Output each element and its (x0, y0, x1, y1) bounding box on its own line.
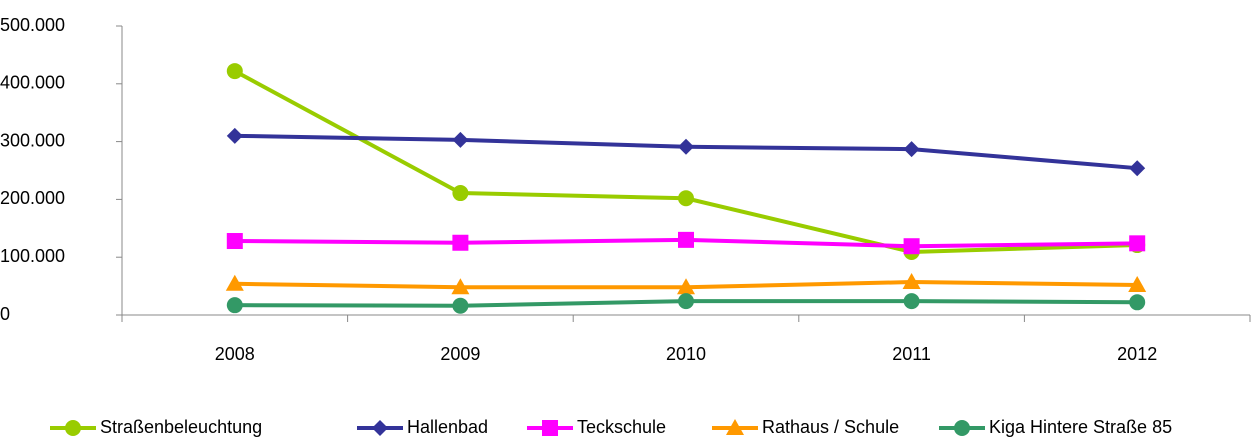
x-tick-label: 2011 (892, 344, 931, 364)
marker (903, 238, 920, 255)
marker (678, 293, 694, 310)
y-tick-label: 300.000 (0, 130, 65, 150)
marker (225, 274, 244, 291)
x-tick-label: 2012 (1117, 344, 1157, 364)
legend-label: Kiga Hintere Straße 85 (989, 417, 1172, 437)
marker (1129, 294, 1146, 311)
marker (452, 185, 469, 202)
marker (452, 234, 469, 251)
marker (678, 138, 694, 155)
marker (372, 420, 388, 436)
y-tick-label: 400.000 (0, 73, 65, 93)
marker (678, 231, 694, 248)
marker (226, 297, 243, 314)
marker (451, 278, 470, 295)
marker (452, 131, 469, 148)
x-tick-label: 2009 (440, 344, 480, 364)
legend-label: Teckschule (577, 417, 666, 437)
y-tick-label: 500.000 (0, 15, 65, 35)
y-tick-label: 200.000 (0, 188, 65, 208)
x-tick-label: 2008 (215, 344, 255, 364)
y-tick-label: 100.000 (0, 246, 65, 266)
marker (65, 420, 81, 436)
marker (542, 420, 558, 436)
y-tick-label: 0 (0, 304, 10, 324)
marker (726, 419, 744, 435)
marker (954, 420, 970, 436)
marker (1129, 235, 1146, 252)
marker (226, 233, 243, 250)
marker (226, 127, 243, 144)
series-line (233, 69, 1138, 255)
marker (903, 293, 920, 310)
marker (1128, 275, 1147, 292)
marker (226, 63, 243, 80)
marker (452, 297, 469, 314)
marker (903, 141, 920, 158)
legend-label: Straßenbeleuchtung (100, 417, 262, 437)
marker (677, 278, 695, 295)
marker (902, 273, 921, 290)
marker (678, 190, 694, 207)
legend-label: Rathaus / Schule (762, 417, 899, 437)
legend-label: Hallenbad (407, 417, 488, 437)
x-tick-label: 2010 (666, 344, 706, 364)
marker (1129, 160, 1146, 177)
